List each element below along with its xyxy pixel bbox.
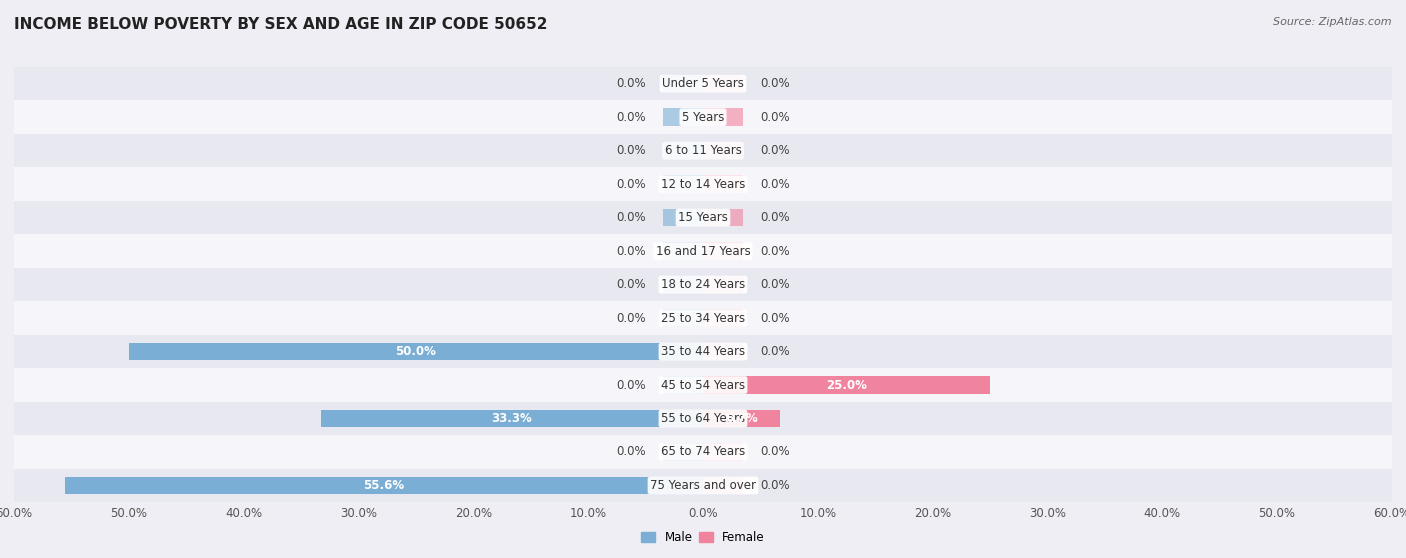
- Bar: [662, 175, 703, 193]
- Text: 5 Years: 5 Years: [682, 110, 724, 124]
- Text: 0.0%: 0.0%: [761, 110, 790, 124]
- Text: 25.0%: 25.0%: [827, 378, 868, 392]
- Bar: [129, 343, 703, 360]
- Text: 6 to 11 Years: 6 to 11 Years: [665, 144, 741, 157]
- Bar: [65, 477, 703, 494]
- Text: 6.7%: 6.7%: [725, 412, 758, 425]
- Bar: [14, 301, 1392, 335]
- Text: 0.0%: 0.0%: [761, 177, 790, 191]
- Text: 0.0%: 0.0%: [761, 244, 790, 258]
- Text: 0.0%: 0.0%: [761, 445, 790, 459]
- Text: 33.3%: 33.3%: [492, 412, 533, 425]
- Bar: [14, 234, 1392, 268]
- Bar: [703, 276, 744, 294]
- Text: 0.0%: 0.0%: [616, 211, 645, 224]
- Bar: [14, 469, 1392, 502]
- Bar: [14, 435, 1392, 469]
- Bar: [703, 142, 744, 160]
- Text: 65 to 74 Years: 65 to 74 Years: [661, 445, 745, 459]
- Bar: [14, 335, 1392, 368]
- Text: INCOME BELOW POVERTY BY SEX AND AGE IN ZIP CODE 50652: INCOME BELOW POVERTY BY SEX AND AGE IN Z…: [14, 17, 547, 32]
- Bar: [703, 343, 744, 360]
- Text: Source: ZipAtlas.com: Source: ZipAtlas.com: [1274, 17, 1392, 27]
- Bar: [14, 201, 1392, 234]
- Text: 15 Years: 15 Years: [678, 211, 728, 224]
- Bar: [662, 309, 703, 327]
- Text: 0.0%: 0.0%: [616, 445, 645, 459]
- Text: 0.0%: 0.0%: [616, 177, 645, 191]
- Text: 45 to 54 Years: 45 to 54 Years: [661, 378, 745, 392]
- Bar: [662, 376, 703, 394]
- Text: 50.0%: 50.0%: [395, 345, 436, 358]
- Bar: [662, 209, 703, 227]
- Bar: [662, 242, 703, 260]
- Text: 75 Years and over: 75 Years and over: [650, 479, 756, 492]
- Legend: Male, Female: Male, Female: [637, 526, 769, 549]
- Bar: [703, 410, 780, 427]
- Text: 55.6%: 55.6%: [363, 479, 405, 492]
- Bar: [662, 443, 703, 461]
- Bar: [662, 75, 703, 93]
- Bar: [703, 75, 744, 93]
- Bar: [662, 108, 703, 126]
- Bar: [703, 209, 744, 227]
- Bar: [703, 175, 744, 193]
- Text: Under 5 Years: Under 5 Years: [662, 77, 744, 90]
- Bar: [703, 443, 744, 461]
- Text: 12 to 14 Years: 12 to 14 Years: [661, 177, 745, 191]
- Text: 0.0%: 0.0%: [616, 311, 645, 325]
- Bar: [14, 100, 1392, 134]
- Text: 0.0%: 0.0%: [761, 345, 790, 358]
- Bar: [703, 309, 744, 327]
- Text: 0.0%: 0.0%: [616, 144, 645, 157]
- Bar: [703, 242, 744, 260]
- Text: 0.0%: 0.0%: [761, 144, 790, 157]
- Bar: [14, 167, 1392, 201]
- Bar: [662, 276, 703, 294]
- Text: 0.0%: 0.0%: [616, 378, 645, 392]
- Bar: [703, 376, 990, 394]
- Text: 18 to 24 Years: 18 to 24 Years: [661, 278, 745, 291]
- Text: 0.0%: 0.0%: [616, 77, 645, 90]
- Text: 55 to 64 Years: 55 to 64 Years: [661, 412, 745, 425]
- Bar: [662, 142, 703, 160]
- Bar: [703, 108, 744, 126]
- Text: 0.0%: 0.0%: [761, 311, 790, 325]
- Text: 25 to 34 Years: 25 to 34 Years: [661, 311, 745, 325]
- Text: 0.0%: 0.0%: [761, 77, 790, 90]
- Bar: [14, 368, 1392, 402]
- Bar: [14, 134, 1392, 167]
- Bar: [321, 410, 703, 427]
- Text: 0.0%: 0.0%: [616, 278, 645, 291]
- Text: 0.0%: 0.0%: [616, 244, 645, 258]
- Bar: [703, 477, 744, 494]
- Text: 16 and 17 Years: 16 and 17 Years: [655, 244, 751, 258]
- Text: 0.0%: 0.0%: [761, 479, 790, 492]
- Text: 0.0%: 0.0%: [761, 278, 790, 291]
- Text: 0.0%: 0.0%: [616, 110, 645, 124]
- Text: 0.0%: 0.0%: [761, 211, 790, 224]
- Text: 35 to 44 Years: 35 to 44 Years: [661, 345, 745, 358]
- Bar: [14, 67, 1392, 100]
- Bar: [14, 268, 1392, 301]
- Bar: [14, 402, 1392, 435]
